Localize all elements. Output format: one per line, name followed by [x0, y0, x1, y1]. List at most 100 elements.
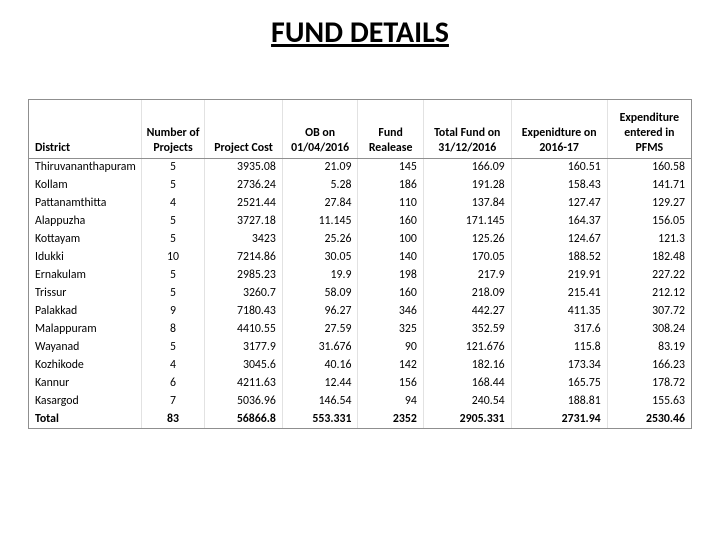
table-cell: 188.81	[511, 392, 607, 410]
table-cell: 156	[358, 374, 423, 392]
table-cell: 168.44	[423, 374, 511, 392]
table-cell: 325	[358, 320, 423, 338]
table-cell: 94	[358, 392, 423, 410]
table-cell: 317.6	[511, 320, 607, 338]
table-cell: 5	[141, 338, 204, 356]
table-row: Palakkad97180.4396.27346442.27411.35307.…	[29, 302, 691, 320]
table-row: Kannur64211.6312.44156168.44165.75178.72	[29, 374, 691, 392]
table-cell: 411.35	[511, 302, 607, 320]
table-cell: 217.9	[423, 266, 511, 284]
total-cell: 2905.331	[423, 410, 511, 428]
table-cell: 2736.24	[205, 176, 283, 194]
fund-details-table: District Number of Projects Project Cost…	[29, 100, 691, 428]
table-cell: 160	[358, 212, 423, 230]
table-cell: 90	[358, 338, 423, 356]
table-cell: 27.84	[282, 194, 358, 212]
table-cell: Idukki	[29, 248, 141, 266]
table-cell: 173.34	[511, 356, 607, 374]
page-title: FUND DETAILS	[28, 14, 692, 51]
table-cell: 5	[141, 266, 204, 284]
table-cell: 4211.63	[205, 374, 283, 392]
table-cell: 121.676	[423, 338, 511, 356]
table-cell: 218.09	[423, 284, 511, 302]
table-cell: 25.26	[282, 230, 358, 248]
fund-details-table-wrap: District Number of Projects Project Cost…	[28, 99, 692, 429]
col-header-totalfund: Total Fund on 31/12/2016	[423, 100, 511, 158]
table-cell: 30.05	[282, 248, 358, 266]
table-cell: 5	[141, 158, 204, 176]
table-cell: 121.3	[607, 230, 691, 248]
table-cell: 5.28	[282, 176, 358, 194]
table-cell: 178.72	[607, 374, 691, 392]
table-cell: 4410.55	[205, 320, 283, 338]
total-cell: Total	[29, 410, 141, 428]
table-cell: 186	[358, 176, 423, 194]
table-row: Malappuram84410.5527.59325352.59317.6308…	[29, 320, 691, 338]
table-cell: 215.41	[511, 284, 607, 302]
table-cell: 2985.23	[205, 266, 283, 284]
table-cell: 6	[141, 374, 204, 392]
table-row: Kozhikode43045.640.16142182.16173.34166.…	[29, 356, 691, 374]
total-cell: 83	[141, 410, 204, 428]
table-cell: 4	[141, 194, 204, 212]
table-cell: 4	[141, 356, 204, 374]
table-cell: 3935.08	[205, 158, 283, 176]
table-cell: 308.24	[607, 320, 691, 338]
table-cell: Kozhikode	[29, 356, 141, 374]
table-cell: 137.84	[423, 194, 511, 212]
table-cell: 352.59	[423, 320, 511, 338]
table-cell: 166.23	[607, 356, 691, 374]
total-cell: 56866.8	[205, 410, 283, 428]
table-cell: 142	[358, 356, 423, 374]
table-cell: 165.75	[511, 374, 607, 392]
table-cell: 156.05	[607, 212, 691, 230]
table-cell: 240.54	[423, 392, 511, 410]
table-cell: 19.9	[282, 266, 358, 284]
table-row: Wayanad53177.931.67690121.676115.883.19	[29, 338, 691, 356]
table-cell: 125.26	[423, 230, 511, 248]
col-header-projects: Number of Projects	[141, 100, 204, 158]
table-cell: 127.47	[511, 194, 607, 212]
table-cell: 8	[141, 320, 204, 338]
table-cell: 3045.6	[205, 356, 283, 374]
table-header-row: District Number of Projects Project Cost…	[29, 100, 691, 158]
table-cell: 129.27	[607, 194, 691, 212]
table-cell: 100	[358, 230, 423, 248]
table-cell: Kottayam	[29, 230, 141, 248]
table-cell: 2521.44	[205, 194, 283, 212]
table-cell: 124.67	[511, 230, 607, 248]
total-cell: 553.331	[282, 410, 358, 428]
table-cell: 110	[358, 194, 423, 212]
table-cell: Wayanad	[29, 338, 141, 356]
table-cell: 140	[358, 248, 423, 266]
table-cell: 5036.96	[205, 392, 283, 410]
col-header-release: Fund Realease	[358, 100, 423, 158]
table-cell: 160	[358, 284, 423, 302]
table-cell: 182.16	[423, 356, 511, 374]
table-cell: 146.54	[282, 392, 358, 410]
table-cell: 5	[141, 230, 204, 248]
table-cell: 96.27	[282, 302, 358, 320]
table-cell: 158.43	[511, 176, 607, 194]
table-row: Idukki107214.8630.05140170.05188.52182.4…	[29, 248, 691, 266]
table-cell: 219.91	[511, 266, 607, 284]
table-row: Pattanamthitta42521.4427.84110137.84127.…	[29, 194, 691, 212]
table-total-row: Total8356866.8553.33123522905.3312731.94…	[29, 410, 691, 428]
table-cell: 5	[141, 212, 204, 230]
table-cell: Palakkad	[29, 302, 141, 320]
table-cell: 171.145	[423, 212, 511, 230]
table-row: Trissur53260.758.09160218.09215.41212.12	[29, 284, 691, 302]
table-cell: 141.71	[607, 176, 691, 194]
table-cell: 31.676	[282, 338, 358, 356]
table-row: Alappuzha53727.1811.145160171.145164.371…	[29, 212, 691, 230]
table-cell: Malappuram	[29, 320, 141, 338]
table-cell: 155.63	[607, 392, 691, 410]
table-cell: 307.72	[607, 302, 691, 320]
table-cell: 182.48	[607, 248, 691, 266]
table-cell: Thiruvananthapuram	[29, 158, 141, 176]
table-cell: 160.51	[511, 158, 607, 176]
col-header-district: District	[29, 100, 141, 158]
table-cell: 191.28	[423, 176, 511, 194]
table-cell: 198	[358, 266, 423, 284]
table-cell: 3177.9	[205, 338, 283, 356]
